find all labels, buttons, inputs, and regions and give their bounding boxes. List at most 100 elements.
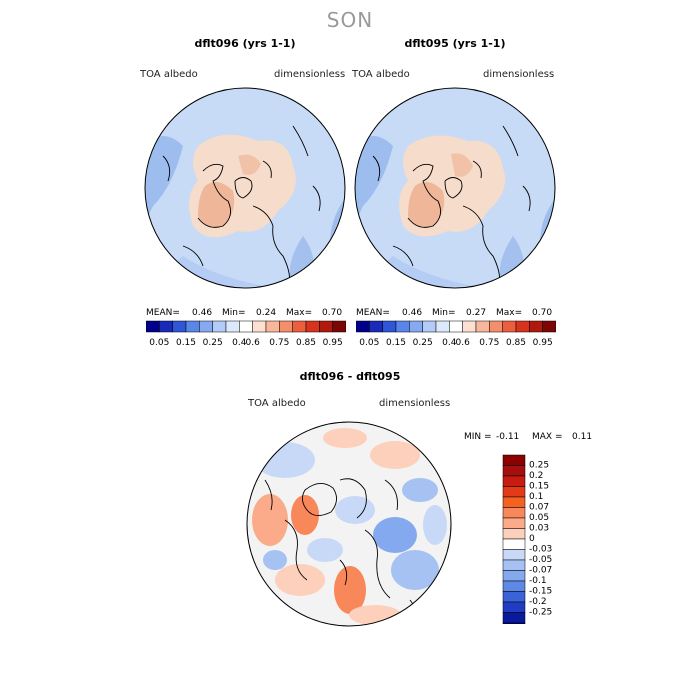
panel2-colorbar xyxy=(356,320,556,333)
legend-label: -0.15 xyxy=(529,587,552,597)
colorbar-swatch xyxy=(435,320,450,333)
legend-swatch-top xyxy=(502,454,526,466)
colorbar-tick-label: 0.05 xyxy=(359,338,379,348)
diff-title: dflt096 - dflt095 xyxy=(299,370,401,383)
panel2-polar-map xyxy=(354,87,556,289)
colorbar-tick-label: 0.85 xyxy=(296,338,316,348)
panel1-mean-label: MEAN= xyxy=(146,308,180,318)
colorbar-swatch xyxy=(212,320,227,333)
colorbar-swatch xyxy=(225,320,240,333)
legend-label: -0.03 xyxy=(529,545,552,555)
panel2-units: dimensionless xyxy=(483,69,555,80)
colorbar-tick-label: 0.4 xyxy=(442,338,457,348)
panel2-variable: TOA albedo xyxy=(352,69,410,80)
legend-label: -0.05 xyxy=(529,555,552,565)
legend-label: 0.15 xyxy=(529,482,549,492)
panel2-min-value: 0.27 xyxy=(466,308,487,318)
panel1-units: dimensionless xyxy=(274,69,346,80)
colorbar-swatch xyxy=(305,320,320,333)
legend-label: -0.1 xyxy=(529,576,547,586)
colorbar-swatch xyxy=(356,320,370,333)
colorbar-swatch xyxy=(369,320,383,333)
legend-swatch xyxy=(502,612,526,624)
colorbar-tick-label: 0.15 xyxy=(176,338,196,348)
legend-label: -0.25 xyxy=(529,608,552,618)
legend-label: 0.05 xyxy=(529,513,549,523)
colorbar-tick-label: 0.25 xyxy=(413,338,433,348)
diff-max-value: 0.11 xyxy=(572,432,593,442)
panel2-mean-label: MEAN= xyxy=(356,308,390,318)
colorbar-swatch xyxy=(475,320,490,333)
diff-min-value: -0.11 xyxy=(496,432,520,442)
legend-label: -0.07 xyxy=(529,566,552,576)
colorbar-swatch xyxy=(319,320,333,333)
colorbar-swatch xyxy=(239,320,253,333)
colorbar-swatch xyxy=(199,320,213,333)
legend-swatch xyxy=(502,465,526,477)
colorbar-swatch xyxy=(265,320,280,333)
legend-label: 0.2 xyxy=(529,471,543,481)
colorbar-swatch xyxy=(515,320,530,333)
legend-swatch xyxy=(502,507,526,519)
panel2-max-value: 0.70 xyxy=(532,308,553,318)
panel1-title: dflt096 (yrs 1-1) xyxy=(194,37,296,50)
colorbar-swatch xyxy=(159,320,173,333)
colorbar-tick-label: 0.25 xyxy=(203,338,223,348)
legend-label: 0 xyxy=(529,534,535,544)
legend-swatch xyxy=(502,538,526,550)
panel1-colorbar-labels: 0.05 0.15 0.25 0.4 0.6 0.75 0.85 0.95 xyxy=(149,338,342,348)
diff-polar-map xyxy=(246,421,452,627)
colorbar-tick-label: 0.75 xyxy=(269,338,289,348)
colorbar-swatch xyxy=(409,320,423,333)
legend-label: -0.2 xyxy=(529,597,547,607)
season-title: SON xyxy=(326,8,374,32)
colorbar-swatch xyxy=(252,320,267,333)
colorbar-swatch xyxy=(172,320,187,333)
panel1-mean-value: 0.46 xyxy=(192,308,213,318)
legend-swatch xyxy=(502,580,526,592)
legend-swatch xyxy=(502,591,526,603)
panel2-max-label: Max= xyxy=(496,308,523,318)
colorbar-tick-label: 0.05 xyxy=(149,338,169,348)
colorbar-swatch xyxy=(489,320,503,333)
legend-swatch xyxy=(502,570,526,582)
colorbar-swatch xyxy=(542,320,556,333)
colorbar-swatch xyxy=(502,320,517,333)
colorbar-swatch xyxy=(292,320,307,333)
colorbar-swatch xyxy=(449,320,463,333)
colorbar-swatch xyxy=(382,320,397,333)
colorbar-swatch xyxy=(529,320,543,333)
legend-swatch xyxy=(502,528,526,540)
colorbar-swatch xyxy=(462,320,477,333)
panel1-polar-map xyxy=(144,87,346,289)
legend-label: 0.25 xyxy=(529,461,549,471)
colorbar-tick-label: 0.4 xyxy=(232,338,247,348)
colorbar-swatch xyxy=(422,320,437,333)
legend-label: 0.1 xyxy=(529,492,543,502)
legend-swatch-bottom xyxy=(502,622,526,624)
panel2-colorbar-labels: 0.05 0.15 0.25 0.4 0.6 0.75 0.85 0.95 xyxy=(359,338,552,348)
diff-max-label: MAX = xyxy=(532,432,563,442)
legend-swatch xyxy=(502,601,526,613)
colorbar-tick-label: 0.15 xyxy=(386,338,406,348)
colorbar-swatch xyxy=(279,320,293,333)
diff-min-label: MIN = xyxy=(464,432,492,442)
panel1-max-value: 0.70 xyxy=(322,308,343,318)
colorbar-tick-label: 0.6 xyxy=(456,338,471,348)
panel1-variable: TOA albedo xyxy=(140,69,198,80)
colorbar-swatch xyxy=(185,320,200,333)
colorbar-tick-label: 0.6 xyxy=(246,338,261,348)
panel1-max-label: Max= xyxy=(286,308,313,318)
diff-units: dimensionless xyxy=(379,398,451,409)
panel1-min-value: 0.24 xyxy=(256,308,277,318)
legend-swatch xyxy=(502,517,526,529)
legend-swatch xyxy=(502,549,526,561)
colorbar-swatch xyxy=(332,320,346,333)
panel1-colorbar xyxy=(146,320,346,333)
legend-swatch xyxy=(502,475,526,487)
colorbar-swatch xyxy=(146,320,160,333)
diff-variable: TOA albedo xyxy=(248,398,306,409)
diff-legend: 0.250.20.150.10.070.050.030-0.03-0.05-0.… xyxy=(502,454,552,624)
legend-label: 0.07 xyxy=(529,503,549,513)
panel2-min-label: Min= xyxy=(432,308,456,318)
